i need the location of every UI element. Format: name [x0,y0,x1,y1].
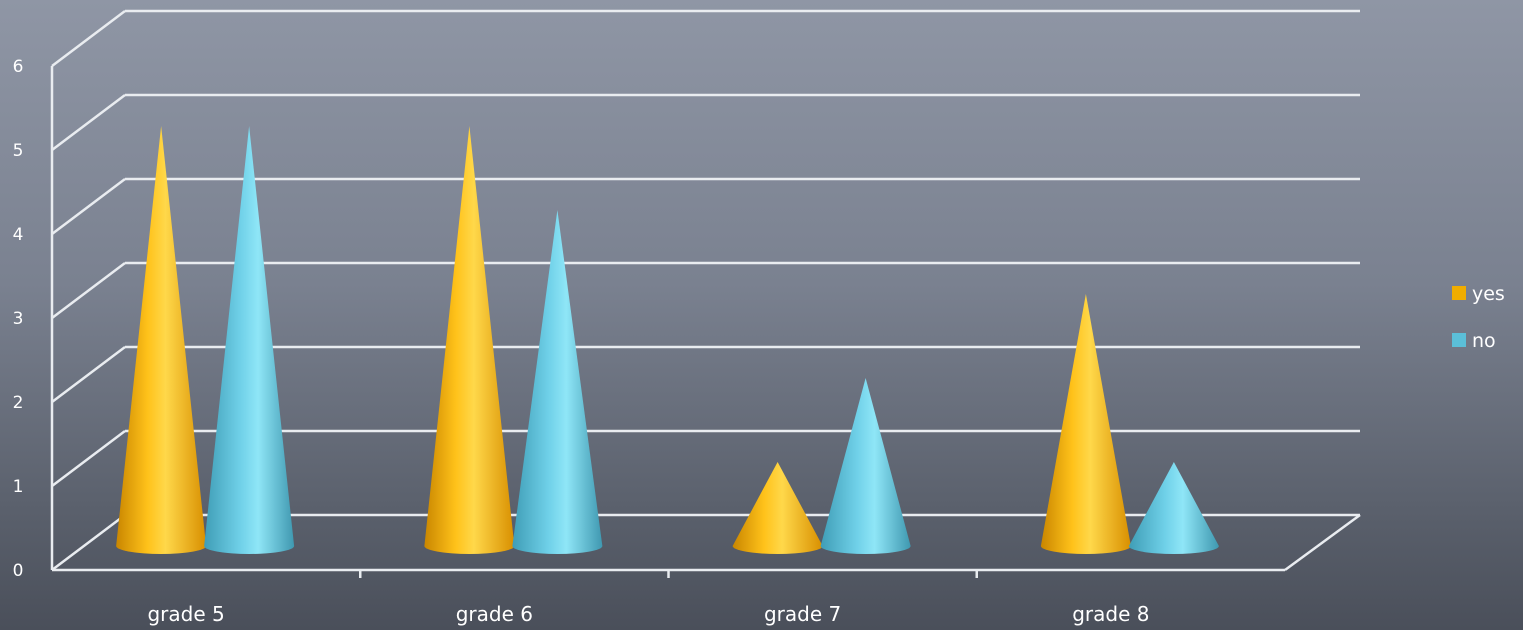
floor-right-edge [1284,513,1361,572]
cone-yes-grade-5 [116,126,207,554]
cone-yes-grade-7 [732,462,823,554]
cone-yes-grade-8 [1040,294,1131,554]
legend-swatch [1452,333,1466,347]
x-tick-label: grade 6 [456,602,533,626]
legend-swatch [1452,286,1466,300]
x-tick-label: grade 5 [147,602,224,626]
y-tick-label: 0 [13,561,24,581]
side-gridline [51,430,126,487]
cone-no-grade-7 [820,378,911,554]
x-tick-label: grade 7 [764,602,841,626]
y-tick-label: 2 [13,393,24,413]
category-labels: grade 5 grade 6 grade 7 grade 8 [147,602,1149,626]
axes [50,66,1361,578]
x-tick-label: grade 8 [1072,602,1149,626]
y-tick-labels: 0 1 2 3 4 5 6 [13,57,24,581]
cone-yes-grade-6 [424,126,515,554]
cone-no-grade-6 [512,210,603,554]
side-gridline [51,178,126,235]
cone-no-grade-8 [1128,462,1219,554]
legend: yes no [1452,283,1505,352]
side-gridline [51,94,126,151]
legend-label: no [1472,330,1496,352]
cone-no-grade-5 [204,126,295,554]
cones [116,126,1219,554]
legend-item-no: no [1452,330,1496,352]
y-tick-label: 3 [13,309,24,329]
y-tick-label: 1 [13,477,24,497]
legend-item-yes: yes [1452,283,1505,305]
gridlines [51,9,1360,571]
side-gridline [51,262,126,319]
side-gridline [51,346,126,403]
side-gridline [51,514,126,571]
y-tick-label: 6 [13,57,24,77]
legend-label: yes [1472,283,1505,305]
y-tick-label: 5 [13,141,24,161]
y-tick-label: 4 [13,225,24,245]
side-gridline [51,10,126,67]
